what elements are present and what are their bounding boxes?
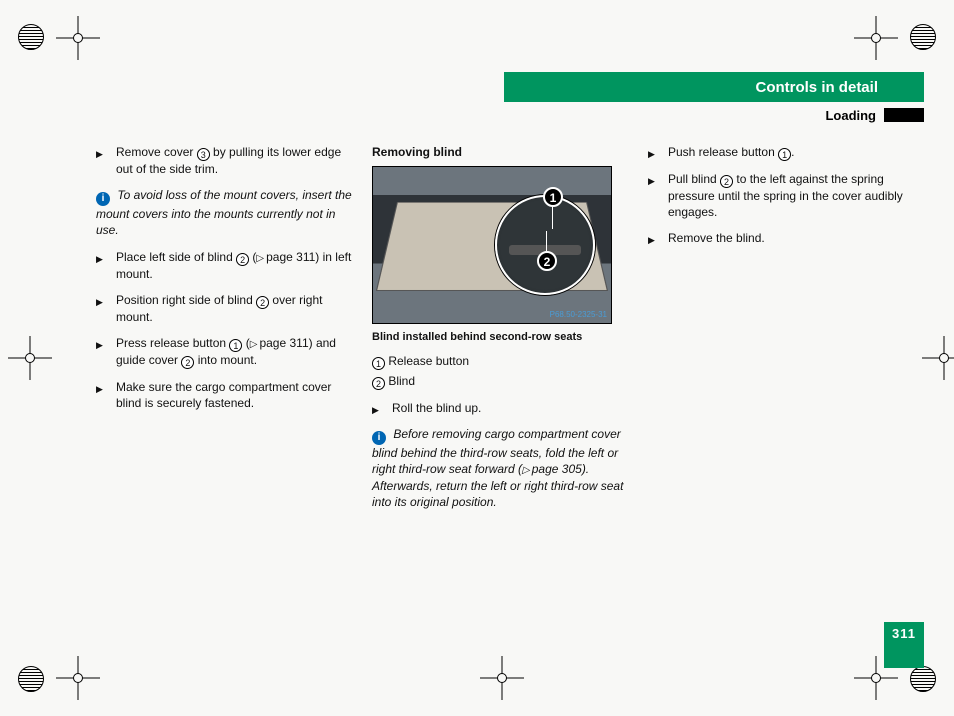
step-bullet-icon [648, 144, 660, 161]
instruction-step: Press release button 1 (page 311) and gu… [96, 335, 354, 369]
legend-text: Blind [388, 374, 415, 388]
info-note: i Before removing cargo compartment cove… [372, 426, 630, 510]
step-text: Press release button 1 (page 311) and gu… [116, 335, 354, 369]
legend-item: 1 Release button [372, 353, 630, 370]
print-registration-mark [56, 656, 100, 700]
step-bullet-icon [96, 335, 108, 369]
section-title: Controls in detail [755, 79, 878, 96]
column-2: Removing blind 1 2 P68.50-2325-31 Blind … [372, 144, 630, 520]
step-bullet-icon [96, 379, 108, 411]
note-text: To avoid loss of the mount covers, inser… [96, 188, 352, 237]
step-text: Place left side of blind 2 (page 311) in… [116, 249, 354, 282]
info-icon: i [96, 192, 110, 206]
step-bullet-icon [96, 249, 108, 282]
print-hatch-mark [910, 24, 936, 50]
step-text: Roll the blind up. [392, 400, 481, 416]
callout-leader-line [552, 207, 554, 229]
print-hatch-mark [18, 666, 44, 692]
print-hatch-mark [910, 666, 936, 692]
legend-text: Release button [388, 354, 469, 368]
step-text: Remove the blind. [668, 230, 765, 246]
section-heading: Removing blind [372, 144, 630, 160]
page-reference: page 305 [522, 461, 582, 478]
instruction-step: Push release button 1. [648, 144, 904, 161]
page-number: 311 [892, 626, 916, 641]
print-registration-mark [56, 16, 100, 60]
page-reference: page 311 [256, 249, 315, 266]
content-columns: Remove cover 3 by pulling its lower edge… [96, 144, 904, 520]
step-text: Remove cover 3 by pulling its lower edge… [116, 144, 354, 177]
step-text: Make sure the cargo compartment cover bl… [116, 379, 354, 411]
illustration-caption: Blind installed behind second-row seats [372, 330, 630, 345]
page-reference: page 311 [250, 335, 309, 352]
callout-leader-line [546, 231, 548, 253]
callout-ref-2: 2 [181, 356, 194, 369]
callout-ref-1: 1 [372, 357, 385, 370]
print-registration-mark [854, 16, 898, 60]
callout-ref-2: 2 [372, 377, 385, 390]
page-number-tab: 311 [884, 622, 924, 668]
callout-ref-1: 1 [778, 148, 791, 161]
instruction-step: Make sure the cargo compartment cover bl… [96, 379, 354, 411]
step-bullet-icon [648, 230, 660, 246]
step-text: Position right side of blind 2 over righ… [116, 292, 354, 325]
instruction-step: Remove the blind. [648, 230, 904, 246]
info-note: i To avoid loss of the mount covers, ins… [96, 187, 354, 238]
note-text: Before removing cargo compartment cover … [372, 427, 623, 509]
legend-item: 2 Blind [372, 373, 630, 390]
column-3: Push release button 1. Pull blind 2 to t… [648, 144, 904, 520]
step-bullet-icon [372, 400, 384, 416]
print-registration-mark [480, 656, 524, 700]
callout-ref-3: 3 [197, 148, 210, 161]
callout-ref-1: 1 [229, 339, 242, 352]
print-hatch-mark [18, 24, 44, 50]
illustration-code: P68.50-2325-31 [550, 310, 607, 321]
instruction-step: Remove cover 3 by pulling its lower edge… [96, 144, 354, 177]
illustration: 1 2 P68.50-2325-31 [372, 166, 612, 324]
callout-ref-2: 2 [256, 296, 269, 309]
instruction-step: Position right side of blind 2 over righ… [96, 292, 354, 325]
print-registration-mark [922, 336, 954, 380]
instruction-step: Place left side of blind 2 (page 311) in… [96, 249, 354, 282]
step-bullet-icon [648, 171, 660, 220]
section-header-tab: Controls in detail [504, 72, 924, 102]
column-1: Remove cover 3 by pulling its lower edge… [96, 144, 354, 520]
step-bullet-icon [96, 144, 108, 177]
callout-ref-2: 2 [720, 175, 733, 188]
info-icon: i [372, 431, 386, 445]
instruction-step: Pull blind 2 to the left against the spr… [648, 171, 904, 220]
step-text: Push release button 1. [668, 144, 794, 161]
step-bullet-icon [96, 292, 108, 325]
callout-ref-2: 2 [236, 253, 249, 266]
print-registration-mark [8, 336, 52, 380]
section-subtitle: Loading [500, 108, 920, 123]
step-text: Pull blind 2 to the left against the spr… [668, 171, 904, 220]
instruction-step: Roll the blind up. [372, 400, 630, 416]
